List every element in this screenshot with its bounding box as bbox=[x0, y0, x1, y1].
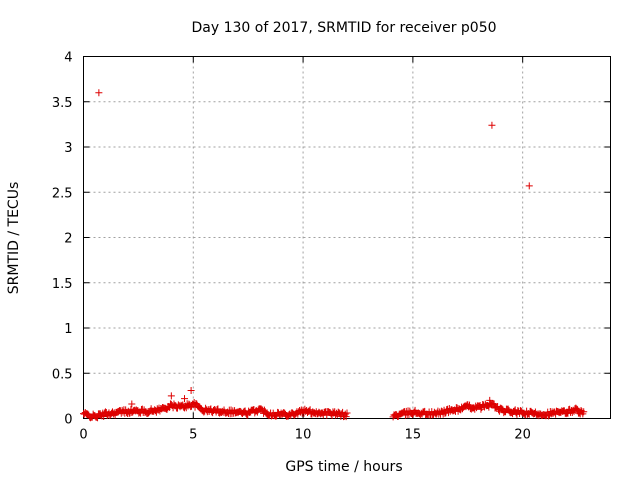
data-point bbox=[574, 406, 582, 414]
x-tick-labels: 0 5 10 15 20 bbox=[79, 428, 531, 443]
y-axis-label: SRMTID / TECUs bbox=[6, 182, 22, 295]
data-points bbox=[80, 89, 588, 422]
x-tick-label: 0 bbox=[79, 428, 87, 443]
y-tick-label: 1 bbox=[64, 322, 72, 337]
data-point bbox=[572, 404, 580, 412]
data-point bbox=[170, 400, 178, 408]
x-tick-label: 10 bbox=[295, 428, 312, 443]
y-tick-label: 3.5 bbox=[52, 96, 73, 111]
data-point bbox=[128, 400, 136, 408]
y-tick-label: 0 bbox=[64, 413, 72, 428]
data-point bbox=[187, 386, 195, 394]
y-tick-label: 1.5 bbox=[52, 277, 73, 292]
plot-frame bbox=[83, 56, 611, 419]
axis-ticks bbox=[83, 56, 611, 419]
data-point bbox=[100, 412, 108, 420]
data-point bbox=[343, 409, 351, 417]
data-point bbox=[477, 405, 485, 413]
data-point bbox=[87, 414, 95, 422]
data-point bbox=[401, 411, 409, 419]
y-tick-labels: 0 0.5 1 1.5 2 2.5 3 3.5 4 bbox=[52, 51, 73, 428]
data-point bbox=[342, 413, 350, 421]
chart-title: Day 130 of 2017, SRMTID for receiver p05… bbox=[191, 20, 496, 36]
data-point bbox=[497, 404, 505, 412]
y-tick-label: 2 bbox=[64, 232, 72, 247]
y-tick-label: 0.5 bbox=[52, 367, 73, 382]
x-tick-label: 5 bbox=[189, 428, 197, 443]
x-tick-label: 15 bbox=[405, 428, 422, 443]
data-point bbox=[95, 89, 103, 97]
x-axis-label: GPS time / hours bbox=[285, 459, 402, 475]
data-point bbox=[573, 405, 581, 413]
data-point bbox=[504, 405, 512, 413]
data-point bbox=[488, 121, 496, 129]
data-point bbox=[94, 414, 102, 422]
y-tick-label: 4 bbox=[64, 51, 72, 66]
data-point bbox=[525, 182, 533, 190]
data-point bbox=[441, 409, 449, 417]
y-tick-label: 2.5 bbox=[52, 186, 73, 201]
data-point bbox=[580, 408, 588, 416]
data-point bbox=[486, 396, 494, 404]
data-point bbox=[182, 404, 190, 412]
grid-lines bbox=[83, 56, 611, 419]
data-point bbox=[260, 406, 268, 414]
data-point bbox=[167, 392, 175, 400]
data-point bbox=[181, 395, 189, 403]
data-point bbox=[257, 405, 265, 413]
y-tick-label: 3 bbox=[64, 141, 72, 156]
x-tick-label: 20 bbox=[514, 428, 531, 443]
